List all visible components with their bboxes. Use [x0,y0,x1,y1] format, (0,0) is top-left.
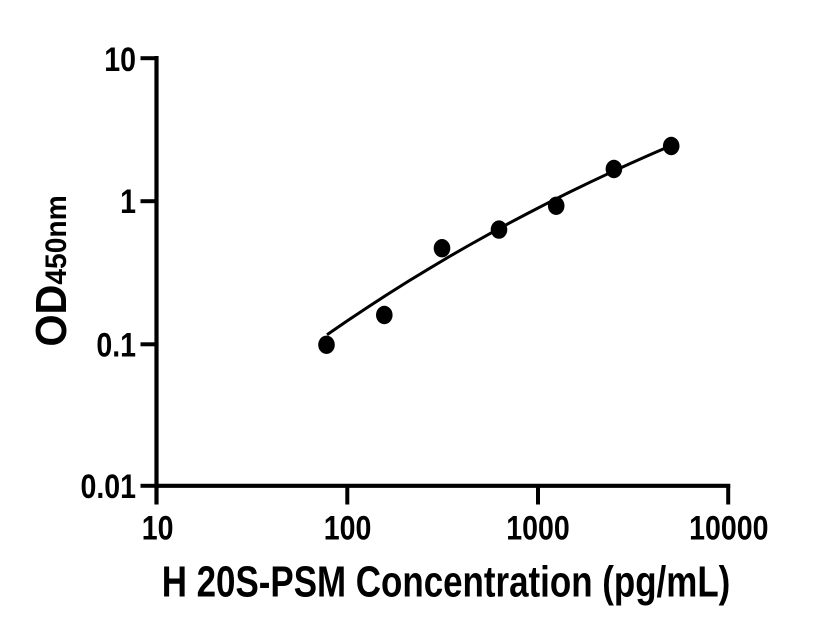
svg-text:10000: 10000 [689,509,768,547]
svg-text:0.01: 0.01 [80,467,136,505]
svg-text:H 20S-PSM Concentration (pg/mL: H 20S-PSM Concentration (pg/mL) [162,558,731,607]
svg-text:100: 100 [324,509,372,547]
svg-text:10: 10 [104,41,136,79]
svg-text:1: 1 [120,183,136,221]
svg-text:0.1: 0.1 [96,326,136,364]
svg-text:10: 10 [142,509,174,547]
svg-text:1000: 1000 [506,509,570,547]
